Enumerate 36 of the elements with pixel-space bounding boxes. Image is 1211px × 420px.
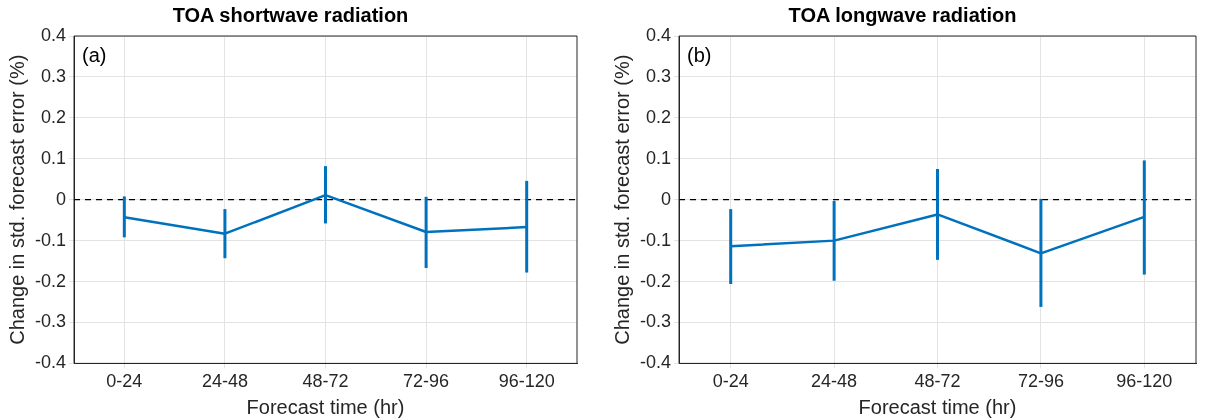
annotation: (b) [687,43,712,66]
x-tick-label: 96-120 [1116,371,1173,392]
chart-title: TOA shortwave radiation [172,3,409,26]
y-tick-label: -0.3 [34,311,67,332]
x-tick-label: 24-48 [811,371,858,392]
y-tick-label: 0.1 [645,147,672,168]
x-tick-label: 72-96 [403,371,450,392]
y-tick-label: -0.2 [639,270,672,291]
x-axis-title: Forecast time (hr) [246,395,405,418]
y-tick-label: 0.3 [40,65,67,86]
y-tick-label: 0.2 [645,106,672,127]
x-tick-label: 72-96 [1017,371,1064,392]
y-tick-label: -0.1 [34,229,67,250]
y-tick-label: 0 [661,188,672,209]
y-axis-title: Change in std. forecast error (%) [5,54,28,345]
x-tick-label: 0-24 [712,371,749,392]
x-tick-label: 48-72 [302,371,349,392]
y-tick-label: -0.2 [34,270,67,291]
x-tick-label: 0-24 [106,371,143,392]
y-tick-label: 0.4 [40,24,67,45]
y-tick-label: 0.4 [645,24,672,45]
x-axis-title: Forecast time (hr) [858,395,1017,418]
chart-title: TOA longwave radiation [788,3,1017,26]
y-tick-label: -0.4 [639,352,672,373]
y-tick-label: 0.1 [40,147,67,168]
x-tick-label: 96-120 [498,371,555,392]
y-tick-label: -0.1 [639,229,672,250]
x-tick-label: 48-72 [914,371,961,392]
y-axis-title: Change in std. forecast error (%) [610,54,633,345]
y-tick-label: 0 [56,188,67,209]
y-tick-label: -0.4 [34,352,67,373]
y-tick-label: -0.3 [639,311,672,332]
annotation: (a) [82,43,107,66]
y-tick-label: 0.3 [645,65,672,86]
y-tick-label: 0.2 [40,106,67,127]
x-tick-label: 24-48 [201,371,248,392]
